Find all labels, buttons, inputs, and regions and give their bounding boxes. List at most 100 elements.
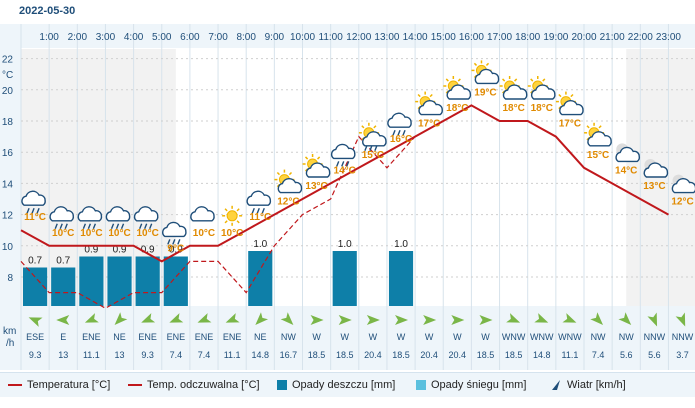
- sun-cloud-icon: [415, 91, 443, 116]
- rain-bar: [388, 251, 414, 306]
- rain-label: 0.9: [84, 245, 98, 256]
- wind-direction: ESE: [26, 332, 44, 342]
- wind-unit-label: /h: [6, 338, 14, 349]
- rain-cloud-icon: [77, 206, 103, 230]
- sun-cloud-icon: [527, 76, 556, 100]
- wind-speed: 18.5: [505, 350, 523, 360]
- temperature-label: 10°C: [221, 228, 243, 239]
- hour-label: 4:00: [124, 32, 144, 43]
- temperature-label: 14°C: [334, 165, 356, 176]
- hour-label: 14:00: [403, 32, 428, 43]
- wind-arrow-icon: [114, 312, 128, 325]
- y-axis-unit: °C: [2, 70, 13, 81]
- rain-label: 1.0: [394, 239, 408, 250]
- wind-arrow-icon: [225, 313, 240, 323]
- wind-arrow-icon: [169, 313, 184, 323]
- wind-arrow-icon: [647, 312, 658, 327]
- temperature-label: 17°C: [418, 119, 440, 130]
- rain-bar: [163, 256, 188, 306]
- temperature-label: 11°C: [249, 212, 271, 223]
- wind-speed: 13: [58, 350, 68, 360]
- temperature-label: 18°C: [446, 103, 468, 114]
- legend-snow: Opady śniegu [mm]: [416, 379, 526, 391]
- temperature-line: [20, 104, 669, 263]
- rain-label: 0.7: [56, 256, 70, 267]
- wind-arrow-icon: [338, 315, 352, 325]
- hour-label: 10:00: [290, 32, 315, 43]
- temperature-label: 11°C: [24, 212, 46, 223]
- wind-arrow-icon: [366, 315, 380, 325]
- rain-label: 0.9: [113, 245, 127, 256]
- wind-row-bg: [0, 306, 695, 370]
- wind-arrow-icon: [590, 312, 604, 325]
- temperature-label: 19°C: [474, 87, 496, 98]
- wind-arrow-icon: [280, 312, 294, 325]
- wind-speed: 11.1: [224, 350, 241, 360]
- hour-label: 12:00: [346, 32, 371, 43]
- wind-speed: 18.5: [392, 350, 410, 360]
- wind-direction: W: [453, 332, 462, 342]
- temperature-label: 18°C: [502, 103, 524, 114]
- hour-label: 8:00: [236, 32, 256, 43]
- wind-direction: W: [481, 332, 490, 342]
- hour-label: 1:00: [39, 32, 59, 43]
- hour-label: 18:00: [515, 32, 540, 43]
- hour-label: 5:00: [152, 32, 172, 43]
- rain-cloud-icon: [105, 206, 131, 230]
- rain-cloud-icon: [162, 221, 187, 245]
- wind-arrow-icon: [255, 312, 269, 325]
- moon-cloud-icon: [671, 174, 695, 194]
- wind-direction: NW: [591, 332, 606, 342]
- hour-label: 3:00: [96, 32, 116, 43]
- sun-cloud-icon: [471, 60, 500, 85]
- hour-label: 15:00: [431, 32, 456, 43]
- rain-cloud-icon: [21, 190, 46, 214]
- wind-speed: 7.4: [170, 350, 183, 360]
- wind-arrow-icon: [552, 380, 560, 391]
- legend-rain: Opady deszczu [mm]: [277, 379, 395, 391]
- wind-arrow-icon: [56, 315, 70, 325]
- legend-temperature: Temperatura [°C]: [8, 379, 110, 391]
- wind-direction: ENE: [82, 332, 101, 342]
- wind-speed: 18.5: [336, 350, 354, 360]
- y-tick-label: 18: [2, 117, 14, 128]
- wind-arrow-icon: [506, 313, 521, 323]
- hour-label: 23:00: [656, 32, 681, 43]
- rain-label: 0.9: [169, 245, 183, 256]
- wind-direction: ENE: [223, 332, 242, 342]
- wind-direction: NE: [254, 332, 267, 342]
- wind-unit-label: km: [3, 326, 16, 337]
- temperature-label: 10°C: [193, 228, 215, 239]
- wind-speed: 20.4: [364, 350, 382, 360]
- temperature-label: 10°C: [137, 228, 159, 239]
- wind-direction: ENE: [195, 332, 214, 342]
- sun-cloud-icon: [499, 76, 528, 100]
- rain-bar: [248, 251, 273, 306]
- temperature-label: 15°C: [362, 150, 384, 161]
- rain-cloud-icon: [387, 112, 412, 136]
- y-tick-label: 8: [7, 273, 13, 284]
- rain-bar: [107, 256, 132, 306]
- wind-arrow-icon: [395, 315, 409, 325]
- rain-label: 1.0: [253, 239, 267, 250]
- sun-cloud-icon: [443, 76, 472, 100]
- wind-direction: NNW: [644, 332, 666, 342]
- wind-speed: 14.8: [533, 350, 551, 360]
- sun-icon: [222, 205, 243, 226]
- hour-label: 13:00: [374, 32, 399, 43]
- wind-arrow-icon: [618, 312, 632, 325]
- sun-cloud-icon: [584, 122, 612, 147]
- temperature-label: 13°C: [305, 181, 327, 192]
- temperature-label: 10°C: [80, 228, 102, 239]
- rain-label: 0.7: [28, 256, 42, 267]
- rain-cloud-icon: [49, 206, 74, 230]
- forecast-date: 2022-05-30: [19, 5, 76, 17]
- wind-direction: W: [369, 332, 378, 342]
- rain-label: 0.9: [141, 245, 155, 256]
- y-tick-label: 14: [2, 179, 14, 190]
- legend-wind: Wiatr [km/h]: [550, 379, 626, 391]
- temperature-label: 16°C: [390, 134, 412, 145]
- wind-arrow-icon: [310, 315, 324, 325]
- wind-arrow-icon: [141, 313, 156, 323]
- temperature-label: 13°C: [643, 181, 665, 192]
